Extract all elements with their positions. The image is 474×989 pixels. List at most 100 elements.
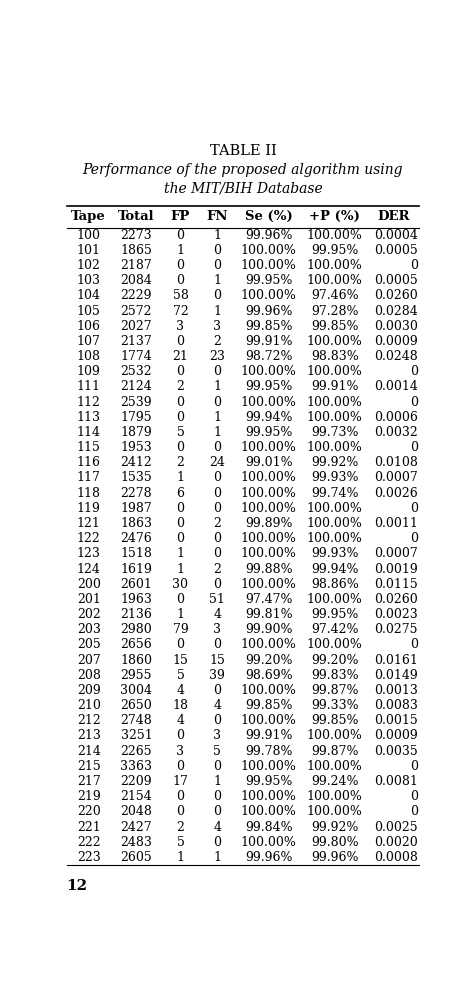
Text: 1: 1 bbox=[176, 608, 184, 621]
Text: 0.0009: 0.0009 bbox=[374, 335, 418, 348]
Text: 0: 0 bbox=[410, 532, 418, 545]
Text: 2476: 2476 bbox=[120, 532, 152, 545]
Text: 119: 119 bbox=[77, 501, 100, 515]
Text: 113: 113 bbox=[77, 410, 100, 423]
Text: 104: 104 bbox=[77, 290, 100, 303]
Text: 0: 0 bbox=[410, 396, 418, 408]
Text: 15: 15 bbox=[210, 654, 225, 667]
Text: 0: 0 bbox=[176, 805, 184, 818]
Text: 99.81%: 99.81% bbox=[245, 608, 292, 621]
Text: 0: 0 bbox=[410, 365, 418, 378]
Text: 15: 15 bbox=[173, 654, 188, 667]
Text: 0: 0 bbox=[410, 760, 418, 772]
Text: 100.00%: 100.00% bbox=[307, 335, 363, 348]
Text: 1865: 1865 bbox=[120, 244, 152, 257]
Text: 1953: 1953 bbox=[120, 441, 152, 454]
Text: 100.00%: 100.00% bbox=[307, 441, 363, 454]
Text: 123: 123 bbox=[77, 547, 100, 561]
Text: FP: FP bbox=[171, 211, 190, 224]
Text: 2412: 2412 bbox=[120, 456, 152, 470]
Text: 98.72%: 98.72% bbox=[245, 350, 292, 363]
Text: 208: 208 bbox=[77, 669, 100, 681]
Text: 4: 4 bbox=[213, 821, 221, 834]
Text: 99.94%: 99.94% bbox=[311, 563, 358, 576]
Text: 5: 5 bbox=[213, 745, 221, 758]
Text: 202: 202 bbox=[77, 608, 100, 621]
Text: 0: 0 bbox=[213, 441, 221, 454]
Text: 100.00%: 100.00% bbox=[241, 547, 297, 561]
Text: 0: 0 bbox=[176, 365, 184, 378]
Text: 99.89%: 99.89% bbox=[245, 517, 292, 530]
Text: +P (%): +P (%) bbox=[310, 211, 360, 224]
Text: 0: 0 bbox=[213, 501, 221, 515]
Text: 97.42%: 97.42% bbox=[311, 623, 358, 636]
Text: 0: 0 bbox=[213, 290, 221, 303]
Text: 2048: 2048 bbox=[120, 805, 152, 818]
Text: 99.24%: 99.24% bbox=[311, 775, 358, 788]
Text: 117: 117 bbox=[77, 472, 100, 485]
Text: 2: 2 bbox=[213, 335, 221, 348]
Text: 100.00%: 100.00% bbox=[241, 244, 297, 257]
Text: 2605: 2605 bbox=[120, 851, 152, 863]
Text: 0.0005: 0.0005 bbox=[374, 274, 418, 287]
Text: 0.0248: 0.0248 bbox=[374, 350, 418, 363]
Text: 0.0019: 0.0019 bbox=[374, 563, 418, 576]
Text: 0: 0 bbox=[213, 472, 221, 485]
Text: 223: 223 bbox=[77, 851, 100, 863]
Text: 2539: 2539 bbox=[120, 396, 152, 408]
Text: 99.83%: 99.83% bbox=[311, 669, 358, 681]
Text: 0.0035: 0.0035 bbox=[374, 745, 418, 758]
Text: 213: 213 bbox=[77, 730, 100, 743]
Text: 100.00%: 100.00% bbox=[307, 760, 363, 772]
Text: 0: 0 bbox=[176, 790, 184, 803]
Text: 0: 0 bbox=[176, 274, 184, 287]
Text: 99.91%: 99.91% bbox=[245, 730, 292, 743]
Text: 0.0015: 0.0015 bbox=[374, 714, 418, 727]
Text: 99.95%: 99.95% bbox=[245, 426, 292, 439]
Text: 101: 101 bbox=[77, 244, 100, 257]
Text: 1: 1 bbox=[213, 851, 221, 863]
Text: 97.28%: 97.28% bbox=[311, 305, 358, 317]
Text: 1774: 1774 bbox=[120, 350, 152, 363]
Text: 0: 0 bbox=[176, 335, 184, 348]
Text: 100.00%: 100.00% bbox=[307, 805, 363, 818]
Text: 100.00%: 100.00% bbox=[307, 639, 363, 652]
Text: 0.0108: 0.0108 bbox=[374, 456, 418, 470]
Text: 1: 1 bbox=[176, 244, 184, 257]
Text: 0: 0 bbox=[176, 410, 184, 423]
Text: 0.0014: 0.0014 bbox=[374, 381, 418, 394]
Text: 100.00%: 100.00% bbox=[241, 290, 297, 303]
Text: 2: 2 bbox=[213, 563, 221, 576]
Text: 1: 1 bbox=[213, 410, 221, 423]
Text: 0: 0 bbox=[410, 259, 418, 272]
Text: 0.0030: 0.0030 bbox=[374, 319, 418, 332]
Text: 1: 1 bbox=[176, 851, 184, 863]
Text: 0: 0 bbox=[213, 365, 221, 378]
Text: 72: 72 bbox=[173, 305, 188, 317]
Text: 0.0025: 0.0025 bbox=[374, 821, 418, 834]
Text: 79: 79 bbox=[173, 623, 188, 636]
Text: 0.0161: 0.0161 bbox=[374, 654, 418, 667]
Text: 1860: 1860 bbox=[120, 654, 153, 667]
Text: 100.00%: 100.00% bbox=[241, 578, 297, 590]
Text: 3: 3 bbox=[176, 319, 184, 332]
Text: 2955: 2955 bbox=[121, 669, 152, 681]
Text: 100.00%: 100.00% bbox=[241, 760, 297, 772]
Text: 214: 214 bbox=[77, 745, 100, 758]
Text: 111: 111 bbox=[77, 381, 100, 394]
Text: 100.00%: 100.00% bbox=[241, 532, 297, 545]
Text: 17: 17 bbox=[173, 775, 188, 788]
Text: 1987: 1987 bbox=[120, 501, 152, 515]
Text: 100.00%: 100.00% bbox=[307, 365, 363, 378]
Text: 0: 0 bbox=[213, 547, 221, 561]
Text: 3: 3 bbox=[213, 730, 221, 743]
Text: 99.33%: 99.33% bbox=[311, 699, 358, 712]
Text: 100.00%: 100.00% bbox=[241, 684, 297, 697]
Text: 100.00%: 100.00% bbox=[241, 365, 297, 378]
Text: 23: 23 bbox=[210, 350, 225, 363]
Text: 99.91%: 99.91% bbox=[311, 381, 358, 394]
Text: 100.00%: 100.00% bbox=[307, 410, 363, 423]
Text: 207: 207 bbox=[77, 654, 100, 667]
Text: 2278: 2278 bbox=[120, 487, 152, 499]
Text: 0: 0 bbox=[410, 501, 418, 515]
